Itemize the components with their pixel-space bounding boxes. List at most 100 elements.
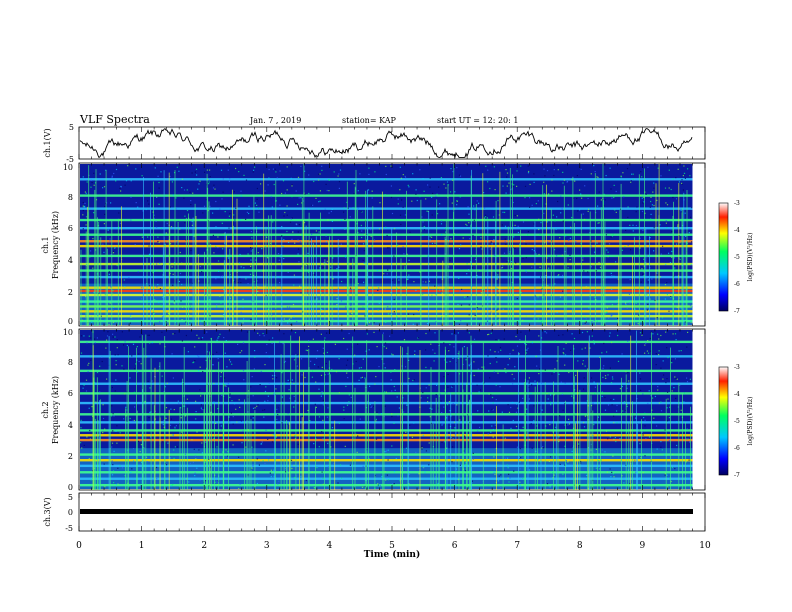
spectro-sferic	[85, 231, 87, 326]
spectro-texture	[216, 306, 218, 308]
spectro-texture	[582, 259, 584, 261]
spectro-texture	[297, 176, 300, 178]
spectro-texture	[520, 370, 522, 372]
spectro-texture	[655, 364, 657, 366]
spectro-texture	[94, 338, 96, 340]
spectro-texture	[368, 349, 370, 351]
spectro-texture	[599, 266, 602, 268]
spectro-texture	[355, 433, 357, 435]
spectro-texture	[276, 377, 278, 379]
spectro-texture	[642, 472, 644, 474]
spectro-texture	[91, 406, 93, 408]
spectro-texture	[303, 285, 306, 288]
spectro-texture	[626, 431, 628, 433]
spectro-texture	[403, 411, 405, 413]
spectro-texture	[243, 318, 245, 320]
ch2-channel-label: ch.2	[41, 401, 50, 418]
spectro-texture	[506, 457, 509, 459]
spectro-texture	[661, 449, 663, 451]
spectro-texture	[619, 388, 621, 390]
spectro-texture	[441, 316, 443, 318]
spectro-band	[80, 305, 693, 308]
spectro-texture	[449, 344, 451, 346]
spectro-texture	[594, 251, 596, 253]
spectro-texture	[104, 294, 106, 296]
spectro-texture	[539, 404, 541, 406]
spectro-texture	[101, 356, 103, 358]
spectro-texture	[343, 211, 345, 213]
spectro-texture	[240, 420, 242, 422]
spectro-sferic	[637, 423, 638, 490]
spectro-texture	[528, 403, 530, 405]
spectro-texture	[139, 485, 142, 487]
spectro-sferic	[263, 173, 265, 326]
spectro-texture	[516, 446, 518, 448]
spectro-texture	[587, 210, 589, 212]
spectro-texture	[90, 479, 92, 481]
spectro-texture	[322, 419, 324, 421]
spectro-texture	[391, 353, 393, 355]
spectro-texture	[213, 401, 215, 403]
spectro-texture	[350, 305, 352, 307]
spectro-texture	[212, 353, 214, 356]
spectro-texture	[548, 460, 550, 462]
spectro-texture	[318, 179, 320, 181]
spectro-texture	[90, 337, 92, 339]
spectro-sferic	[354, 186, 356, 326]
spectro-texture	[325, 183, 327, 185]
spectro-texture	[564, 424, 566, 426]
spectro-texture	[89, 355, 91, 357]
spectro-texture	[256, 482, 258, 485]
spectro-texture	[548, 267, 550, 269]
spectro-texture	[481, 366, 483, 368]
spectro-texture	[120, 186, 122, 188]
spectro-sferic	[618, 256, 620, 326]
spectro-texture	[125, 180, 128, 182]
spectro-texture	[616, 410, 618, 412]
spectro-texture	[291, 196, 293, 198]
spectro-texture	[233, 191, 235, 193]
spectro-texture	[542, 447, 544, 449]
spectro-texture	[286, 214, 288, 216]
spectro-texture	[408, 259, 410, 261]
spectro-texture	[675, 243, 678, 245]
spectro-texture	[87, 233, 89, 235]
spectro-texture	[223, 377, 226, 379]
spectro-texture	[553, 249, 556, 251]
spectro-texture	[565, 463, 567, 465]
spectro-texture	[326, 262, 328, 264]
spectro-texture	[136, 346, 138, 348]
spectro-texture	[459, 175, 462, 177]
spectro-texture	[90, 315, 92, 318]
spectro-texture	[384, 401, 386, 404]
spectro-texture	[315, 438, 317, 440]
spectro-texture	[328, 190, 330, 192]
spectro-band	[80, 355, 693, 358]
spectro-texture	[688, 232, 690, 234]
spectro-texture	[460, 320, 462, 322]
spectro-texture	[115, 364, 117, 366]
spectro-texture	[378, 287, 380, 289]
spectro-texture	[422, 294, 424, 296]
ch2-cbar-tick-7: -7	[734, 472, 740, 479]
spectro-texture	[314, 403, 316, 405]
spectro-texture	[130, 180, 132, 182]
spectro-texture	[418, 430, 421, 432]
spectro-texture	[436, 193, 438, 195]
spectro-texture	[196, 431, 198, 433]
spectro-texture	[446, 404, 449, 406]
spectro-texture	[196, 334, 198, 336]
spectro-texture	[341, 280, 343, 283]
spectro-sferic	[690, 406, 691, 490]
spectro-texture	[399, 189, 401, 191]
spectro-texture	[585, 321, 587, 323]
spectro-texture	[490, 394, 492, 396]
spectro-texture	[509, 477, 511, 479]
spectro-texture	[578, 444, 580, 446]
spectro-texture	[108, 271, 110, 273]
spectro-texture	[528, 382, 530, 384]
spectro-texture	[248, 212, 250, 215]
spectro-texture	[84, 191, 86, 193]
spectro-texture	[662, 378, 664, 380]
spectro-texture	[629, 302, 631, 304]
